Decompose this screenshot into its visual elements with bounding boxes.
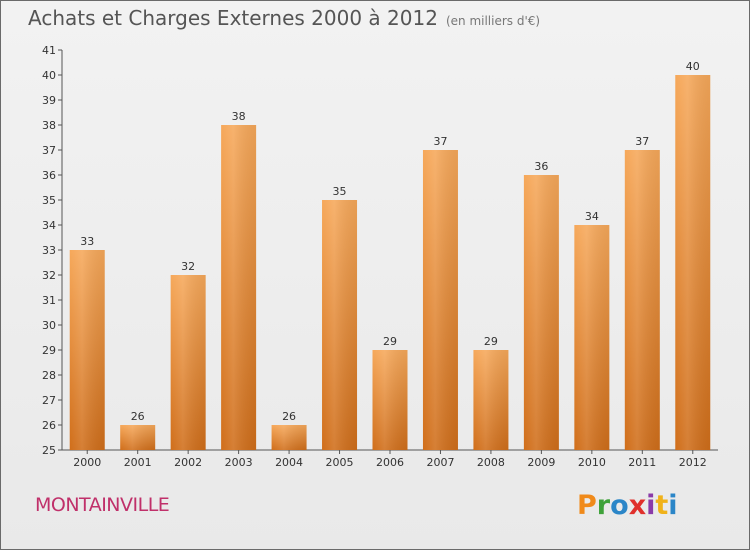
logo-letter: r	[596, 490, 611, 521]
y-tick-label: 28	[42, 369, 56, 382]
chart-unit: (en milliers d'€)	[445, 14, 541, 28]
y-tick-label: 32	[42, 269, 56, 282]
bar-shine	[120, 425, 156, 450]
y-tick-label: 37	[42, 144, 56, 157]
y-tick-label: 39	[42, 94, 56, 107]
y-tick-label: 26	[42, 419, 56, 432]
logo-letter: t	[655, 490, 669, 521]
bar-value-label: 38	[232, 110, 246, 123]
logo-letter: x	[628, 490, 647, 521]
chart-title: Achats et Charges Externes 2000 à 2012 (e…	[28, 6, 540, 30]
y-tick-label: 41	[42, 44, 56, 57]
logo-letter: P	[577, 490, 597, 521]
bar-shine	[624, 150, 660, 450]
bar-shine	[675, 75, 711, 450]
x-tick-label: 2001	[124, 456, 152, 469]
logo-letter: i	[646, 490, 656, 521]
x-axis: 2000 2001 2002 2003 2004 2005 2006 2007 2008 2009…	[62, 449, 718, 469]
y-tick-label: 31	[42, 294, 56, 307]
x-tick-label: 2003	[225, 456, 253, 469]
x-tick-label: 2006	[376, 456, 404, 469]
bar-shine	[322, 200, 358, 450]
x-tick-label: 2000	[73, 456, 101, 469]
y-tick-label: 38	[42, 119, 56, 132]
x-tick-label: 2011	[628, 456, 656, 469]
y-tick-label: 25	[42, 444, 56, 457]
bar-shine	[473, 350, 509, 450]
logo-letter: o	[610, 490, 629, 521]
bar-value-label: 40	[686, 60, 700, 73]
bars: 33 26 32 38 26 35 29 37 29 36 34 37 40	[69, 60, 711, 450]
bar-value-label: 36	[534, 160, 548, 173]
y-tick-label: 30	[42, 319, 56, 332]
bar-value-label: 26	[131, 410, 145, 423]
bar-value-label: 32	[181, 260, 195, 273]
bar-value-label: 37	[635, 135, 649, 148]
x-tick-label: 2010	[578, 456, 606, 469]
bar-shine	[221, 125, 257, 450]
x-tick-label: 2012	[679, 456, 707, 469]
bar-value-label: 33	[80, 235, 94, 248]
y-tick-label: 36	[42, 169, 56, 182]
bar-value-label: 29	[383, 335, 397, 348]
y-tick-label: 29	[42, 344, 56, 357]
proxiti-logo: Proxiti	[577, 490, 678, 521]
bar-shine	[170, 275, 206, 450]
bar-shine	[372, 350, 408, 450]
bar-value-label: 26	[282, 410, 296, 423]
bar-value-label: 34	[585, 210, 599, 223]
commune-name: MONTAINVILLE	[35, 494, 170, 516]
y-tick-label: 35	[42, 194, 56, 207]
bar-value-label: 29	[484, 335, 498, 348]
bar-shine	[523, 175, 559, 450]
y-tick-label: 33	[42, 244, 56, 257]
bar-shine	[69, 250, 105, 450]
bar-shine	[422, 150, 458, 450]
x-tick-label: 2007	[426, 456, 454, 469]
y-tick-label: 34	[42, 219, 56, 232]
y-tick-label: 40	[42, 69, 56, 82]
x-tick-label: 2002	[174, 456, 202, 469]
x-tick-label: 2005	[326, 456, 354, 469]
y-axis: 25 26 27 28 29 30 31 32 33 34 35 36 37 38 39 40 41	[42, 44, 63, 457]
x-tick-label: 2004	[275, 456, 303, 469]
x-tick-label: 2008	[477, 456, 505, 469]
x-tick-label: 2009	[527, 456, 555, 469]
bar-value-label: 37	[433, 135, 447, 148]
bar-shine	[574, 225, 610, 450]
chart-title-text: Achats et Charges Externes 2000 à 2012	[28, 6, 438, 30]
y-tick-label: 27	[42, 394, 56, 407]
bar-value-label: 35	[333, 185, 347, 198]
logo-letter: i	[668, 490, 678, 521]
bar-shine	[271, 425, 307, 450]
